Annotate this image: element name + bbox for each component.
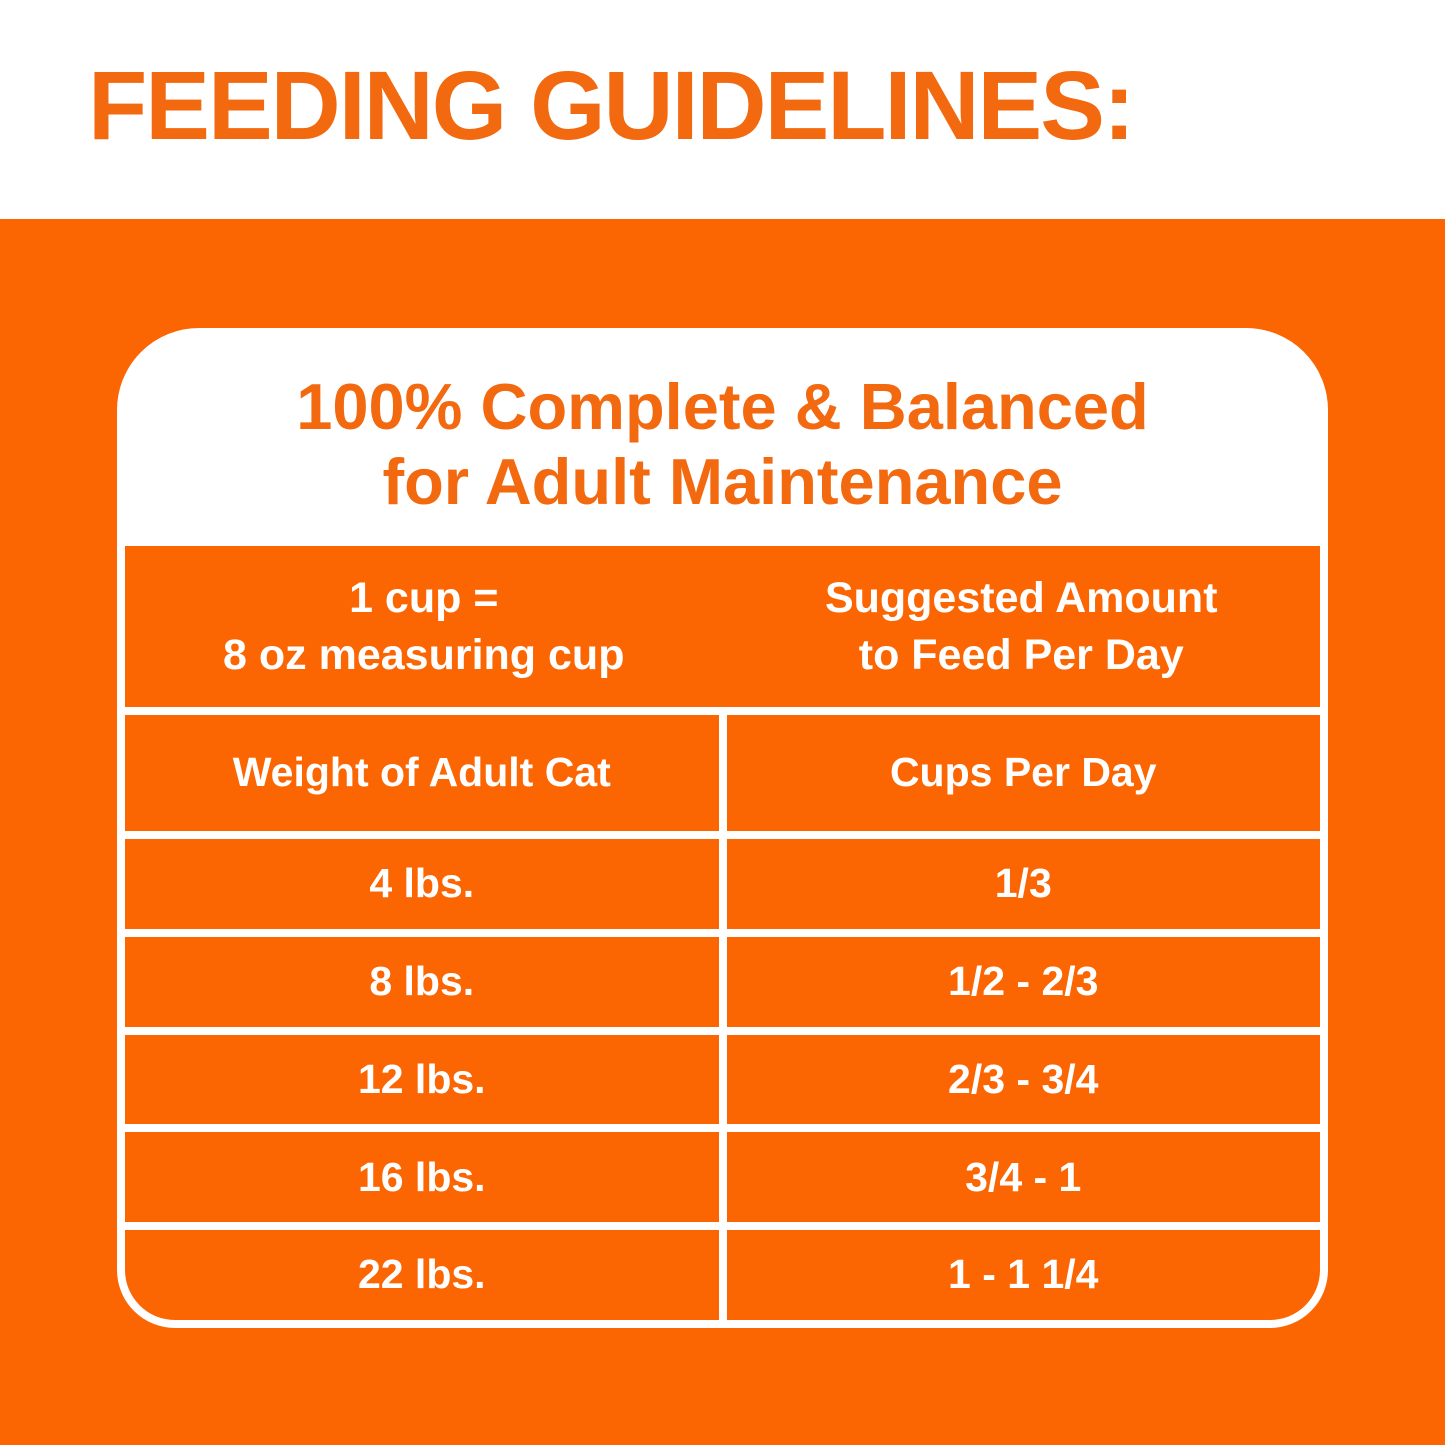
table-cell-cups: 3/4 - 1 [726,1132,1320,1223]
card-heading-line1: 100% Complete & Balanced [296,369,1149,443]
feeding-table: 1 cup = 8 oz measuring cup Suggested Amo… [125,546,1320,1320]
table-header-row: 1 cup = 8 oz measuring cup Suggested Amo… [125,546,1320,707]
table-cell-weight: 22 lbs. [125,1230,719,1320]
measure-header-cell: 1 cup = 8 oz measuring cup [125,570,723,684]
table-cell-cups: 1/3 [726,839,1320,929]
measure-header-line2: 8 oz measuring cup [223,630,625,679]
page-title: FEEDING GUIDELINES: [88,50,1135,160]
table-cell-weight: 4 lbs. [125,839,719,929]
amount-header-line1: Suggested Amount [824,573,1218,622]
table-cell-cups: 1 - 1 1/4 [726,1230,1320,1320]
amount-header-cell: Suggested Amount to Feed Per Day [723,570,1321,684]
card-heading: 100% Complete & Balanced for Adult Maint… [125,336,1320,546]
table-cell-weight: 8 lbs. [125,936,719,1027]
column-header-weight: Weight of Adult Cat [125,715,719,831]
measure-header-line1: 1 cup = [349,573,499,622]
orange-background: 100% Complete & Balanced for Adult Maint… [0,219,1445,1445]
table-cell-weight: 12 lbs. [125,1034,719,1125]
header-band: FEEDING GUIDELINES: [0,0,1445,219]
feeding-guidelines-card: 100% Complete & Balanced for Adult Maint… [117,328,1328,1328]
amount-header-line2: to Feed Per Day [858,630,1184,679]
column-header-cups: Cups Per Day [726,715,1320,831]
table-cell-weight: 16 lbs. [125,1132,719,1223]
card-heading-line2: for Adult Maintenance [382,445,1063,518]
table-cell-cups: 2/3 - 3/4 [726,1034,1320,1125]
table-cell-cups: 1/2 - 2/3 [726,936,1320,1027]
